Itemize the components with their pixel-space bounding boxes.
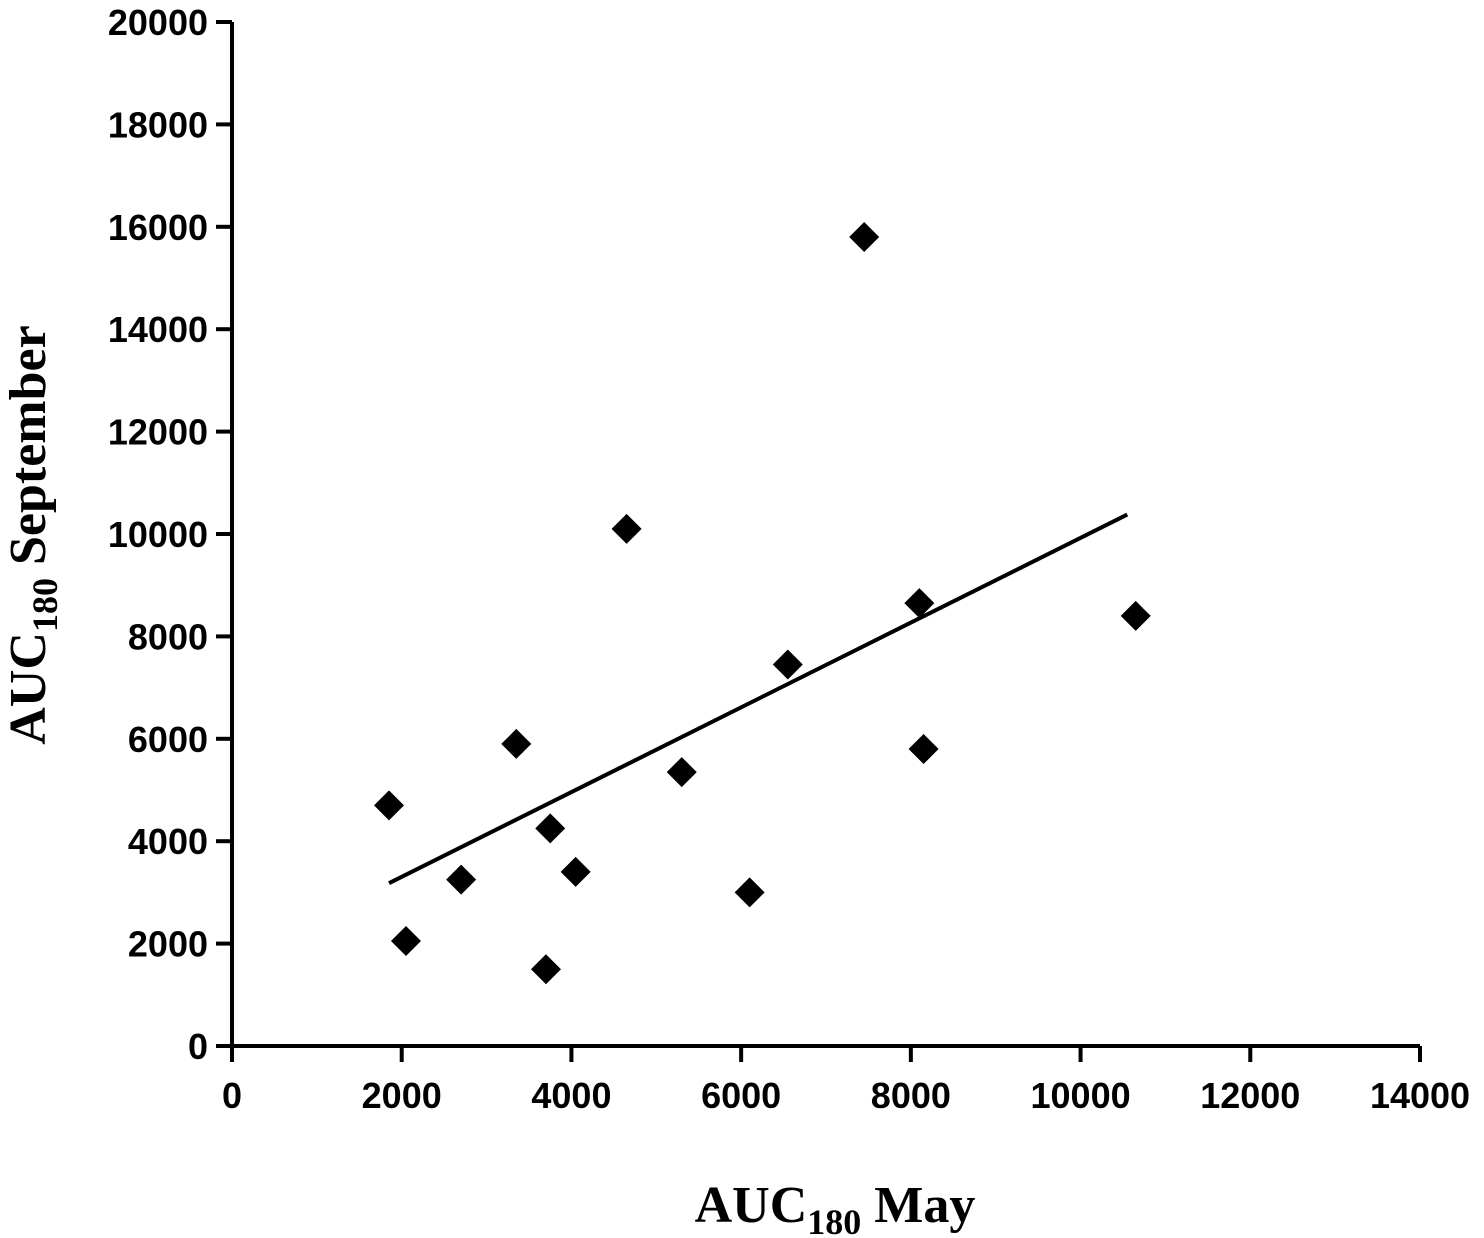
- data-points: [373, 222, 1151, 985]
- x-tick-label: 2000: [362, 1075, 442, 1116]
- y-tick-label: 0: [188, 1026, 208, 1067]
- data-point-diamond: [446, 864, 477, 895]
- x-tick-label: 14000: [1370, 1075, 1470, 1116]
- x-tick-label: 12000: [1200, 1075, 1300, 1116]
- data-point-diamond: [849, 222, 880, 253]
- y-tick-label: 16000: [108, 207, 208, 248]
- x-tick-label: 4000: [531, 1075, 611, 1116]
- data-point-diamond: [501, 728, 532, 759]
- x-tick-label: 8000: [871, 1075, 951, 1116]
- y-tick-label: 10000: [108, 514, 208, 555]
- data-point-diamond: [530, 954, 561, 985]
- y-tick-label: 8000: [128, 616, 208, 657]
- data-point-diamond: [560, 856, 591, 887]
- x-axis-title-main: AUC: [695, 1177, 808, 1234]
- data-point-diamond: [666, 757, 697, 788]
- y-tick-label: 20000: [108, 2, 208, 43]
- y-tick-label: 18000: [108, 104, 208, 145]
- y-tick-label: 14000: [108, 309, 208, 350]
- x-axis-title-rest: May: [861, 1177, 975, 1234]
- y-tick-label: 6000: [128, 719, 208, 760]
- data-point-diamond: [772, 649, 803, 680]
- data-point-diamond: [390, 926, 421, 957]
- data-point-diamond: [611, 513, 642, 544]
- y-axis-title: AUC180 September: [0, 325, 65, 744]
- y-axis-title-rest: September: [0, 325, 57, 578]
- data-point-diamond: [904, 588, 935, 619]
- data-point-diamond: [908, 734, 939, 765]
- data-point-diamond: [1120, 600, 1151, 631]
- data-point-diamond: [734, 877, 765, 908]
- x-tick-label: 10000: [1031, 1075, 1131, 1116]
- trendline: [388, 512, 1129, 885]
- x-tick-label: 0: [222, 1075, 242, 1116]
- x-tick-label: 6000: [701, 1075, 781, 1116]
- x-axis-title: AUC180 May: [695, 1177, 976, 1238]
- data-point-diamond: [373, 790, 404, 821]
- y-axis-title-main: AUC: [0, 632, 57, 745]
- data-point-diamond: [535, 813, 566, 844]
- y-ticks: 0 2000 4000 6000 8000 10000 12000 14000 16000 180…: [108, 2, 232, 1067]
- trendline-group: [388, 512, 1129, 885]
- x-ticks: 0 2000 4000 6000 8000 10000 12000 14000: [222, 1046, 1470, 1116]
- y-tick-label: 4000: [128, 821, 208, 862]
- y-axis-title-subscript: 180: [25, 578, 65, 632]
- axes: [230, 22, 1420, 1048]
- y-tick-label: 12000: [108, 412, 208, 453]
- y-tick-label: 2000: [128, 924, 208, 965]
- x-axis-title-subscript: 180: [807, 1202, 861, 1238]
